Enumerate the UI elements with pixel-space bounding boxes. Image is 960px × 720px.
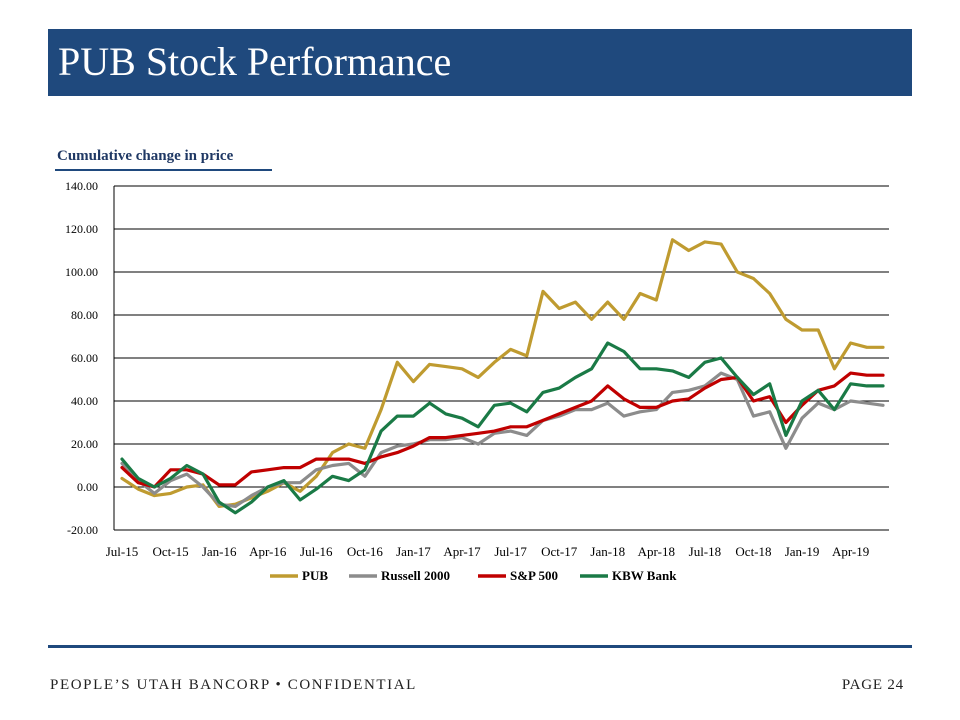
y-tick-label: 100.00 bbox=[65, 265, 98, 279]
x-tick-label: Apr-18 bbox=[638, 544, 675, 559]
title-bar: PUB Stock Performance bbox=[48, 29, 912, 96]
series-line-russell-2000 bbox=[120, 371, 885, 508]
x-tick-label: Apr-17 bbox=[443, 544, 481, 559]
chart-title: Cumulative change in price bbox=[57, 148, 234, 164]
y-axis-tick-labels: -20.00 0.00 20.00 40.00 60.00 80.00 100.00 120.… bbox=[65, 179, 98, 537]
page-title: PUB Stock Performance bbox=[58, 39, 452, 84]
y-tick-label: 0.00 bbox=[77, 480, 98, 494]
x-tick-label: Apr-16 bbox=[249, 544, 287, 559]
x-tick-label: Oct-16 bbox=[347, 544, 384, 559]
line-chart: -20.00 0.00 20.00 40.00 60.00 80.00 100.00 120.… bbox=[65, 179, 889, 583]
series-line-pub bbox=[120, 238, 885, 508]
x-tick-label: Jul-15 bbox=[106, 544, 139, 559]
y-tick-label: 20.00 bbox=[71, 437, 98, 451]
x-tick-label: Jan-16 bbox=[202, 544, 237, 559]
x-axis-tick-labels: Jul-15 Oct-15 Jan-16 Apr-16 Jul-16 Oct-16 Jan-… bbox=[106, 544, 870, 559]
x-tick-label: Jul-18 bbox=[689, 544, 722, 559]
footer-divider bbox=[48, 645, 912, 648]
x-tick-label: Oct-18 bbox=[735, 544, 771, 559]
y-tick-label: 60.00 bbox=[71, 351, 98, 365]
page-number: PAGE 24 bbox=[841, 677, 904, 693]
series-line-s-p-500 bbox=[120, 371, 885, 489]
x-tick-label: Jan-18 bbox=[590, 544, 625, 559]
y-tick-label: 120.00 bbox=[65, 222, 98, 236]
x-tick-label: Oct-17 bbox=[541, 544, 578, 559]
x-tick-label: Jan-19 bbox=[785, 544, 820, 559]
y-tick-label: 140.00 bbox=[65, 179, 98, 193]
legend-label-pub: PUB bbox=[302, 568, 328, 583]
series-line-kbw-bank bbox=[120, 341, 885, 515]
y-tick-label: 80.00 bbox=[71, 308, 98, 322]
chart-title-underline bbox=[55, 169, 272, 171]
y-tick-label: 40.00 bbox=[71, 394, 98, 408]
x-tick-label: Apr-19 bbox=[832, 544, 869, 559]
x-tick-label: Jan-17 bbox=[396, 544, 431, 559]
chart-legend: PUB Russell 2000 S&P 500 KBW Bank bbox=[270, 568, 677, 583]
x-tick-label: Jul-16 bbox=[300, 544, 333, 559]
footer-company: PEOPLE’S UTAH BANCORP • CONFIDENTIAL bbox=[50, 677, 417, 693]
x-tick-label: Jul-17 bbox=[494, 544, 527, 559]
y-tick-label: -20.00 bbox=[67, 523, 98, 537]
x-tick-label: Oct-15 bbox=[153, 544, 189, 559]
legend-label-s-p-500: S&P 500 bbox=[510, 568, 558, 583]
legend-label-russell-2000: Russell 2000 bbox=[381, 568, 450, 583]
chart-series-lines bbox=[120, 238, 885, 515]
legend-label-kbw-bank: KBW Bank bbox=[612, 568, 677, 583]
